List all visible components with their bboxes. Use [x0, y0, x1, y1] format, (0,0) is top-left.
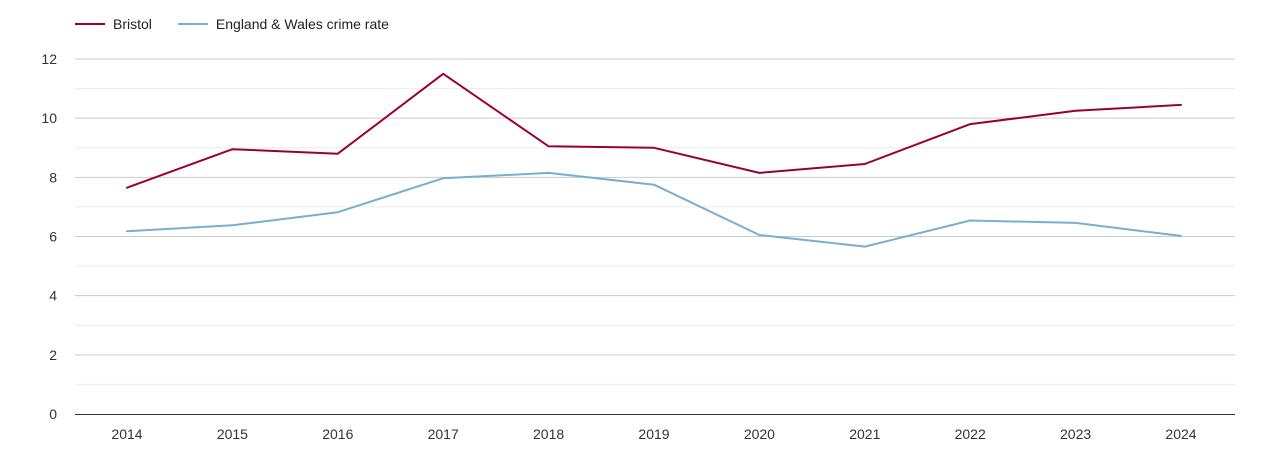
data-point-bristol-2014[interactable]: [125, 185, 130, 190]
data-point-england-wales-crime-rate-2019[interactable]: [652, 182, 657, 187]
y-tick-label-12: 12: [41, 51, 57, 67]
data-point-england-wales-crime-rate-2021[interactable]: [862, 244, 867, 249]
data-point-england-wales-crime-rate-2014[interactable]: [125, 229, 130, 234]
data-point-england-wales-crime-rate-2023[interactable]: [1073, 220, 1078, 225]
x-tick-label-2019: 2019: [638, 426, 669, 442]
x-tick-label-2021: 2021: [849, 426, 880, 442]
data-point-england-wales-crime-rate-2017[interactable]: [441, 176, 446, 181]
legend-item-bristol[interactable]: Bristol: [75, 16, 152, 32]
series-lines: [125, 71, 1184, 249]
data-point-bristol-2023[interactable]: [1073, 108, 1078, 113]
x-tick-label-2023: 2023: [1060, 426, 1091, 442]
data-point-bristol-2021[interactable]: [862, 162, 867, 167]
y-axis-ticks: 0 2 4 6 8 10 12: [41, 51, 57, 422]
x-tick-label-2022: 2022: [955, 426, 986, 442]
data-point-bristol-2022[interactable]: [968, 122, 973, 127]
data-point-england-wales-crime-rate-2015[interactable]: [230, 223, 235, 228]
y-tick-label-10: 10: [41, 110, 57, 126]
data-point-england-wales-crime-rate-2016[interactable]: [335, 210, 340, 215]
data-point-england-wales-crime-rate-2024[interactable]: [1179, 233, 1184, 238]
data-point-england-wales-crime-rate-2018[interactable]: [546, 170, 551, 175]
x-tick-label-2017: 2017: [428, 426, 459, 442]
series-line-bristol[interactable]: [126, 72, 1182, 189]
legend-label-bristol: Bristol: [113, 16, 152, 32]
legend: Bristol England & Wales crime rate: [75, 16, 389, 32]
legend-label-england-wales: England & Wales crime rate: [215, 16, 389, 32]
y-tick-label-0: 0: [49, 406, 57, 422]
data-point-bristol-2019[interactable]: [652, 145, 657, 150]
data-point-england-wales-crime-rate-2020[interactable]: [757, 233, 762, 238]
x-tick-label-2020: 2020: [744, 426, 775, 442]
data-point-bristol-2020[interactable]: [757, 170, 762, 175]
x-tick-label-2024: 2024: [1165, 426, 1196, 442]
y-tick-label-4: 4: [49, 288, 57, 304]
grid-lines: [75, 58, 1235, 415]
data-point-england-wales-crime-rate-2022[interactable]: [968, 218, 973, 223]
data-point-bristol-2024[interactable]: [1179, 102, 1184, 107]
legend-item-england-wales[interactable]: England & Wales crime rate: [177, 16, 389, 32]
legend-swatch-bristol: [75, 23, 105, 25]
data-point-bristol-2018[interactable]: [546, 144, 551, 149]
x-tick-label-2014: 2014: [111, 426, 142, 442]
data-point-bristol-2015[interactable]: [230, 147, 235, 152]
x-tick-label-2015: 2015: [217, 426, 248, 442]
legend-swatch-england-wales: [177, 23, 208, 25]
y-tick-label-8: 8: [49, 169, 57, 185]
data-point-bristol-2017[interactable]: [441, 71, 446, 76]
x-axis-ticks: 2014 2015 2016 2017 2018 2019 2020 2021 2022 2023…: [111, 426, 1196, 442]
data-point-bristol-2016[interactable]: [335, 151, 340, 156]
y-tick-label-6: 6: [49, 229, 57, 245]
x-tick-label-2016: 2016: [322, 426, 353, 442]
y-tick-label-2: 2: [49, 347, 57, 363]
series-line-england-wales-crime-rate[interactable]: [126, 171, 1182, 248]
x-tick-label-2018: 2018: [533, 426, 564, 442]
